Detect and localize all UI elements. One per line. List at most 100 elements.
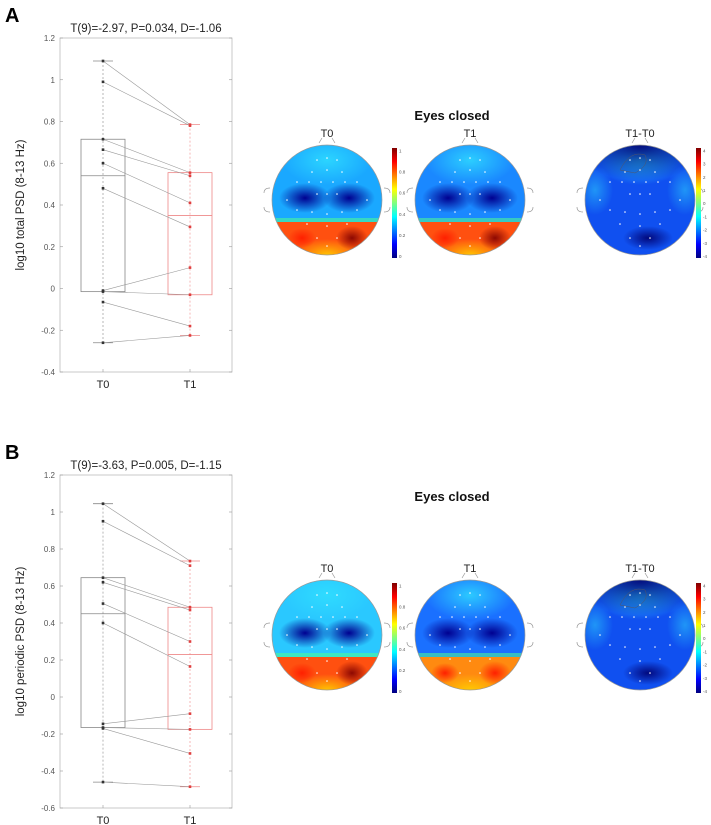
electrode: [336, 628, 338, 630]
electrode: [326, 604, 328, 606]
electrode: [296, 181, 298, 183]
electrode: [306, 223, 308, 225]
colorbar-gradient: [696, 583, 701, 693]
colorbar-tick-label: 0.8: [399, 605, 406, 610]
colorbar-tick-label: 0.6: [399, 626, 406, 631]
frontal-region: [282, 145, 372, 185]
point-T0: [101, 341, 105, 345]
colorbar-tick-label: 1: [399, 148, 402, 153]
occipital-peak: [288, 663, 316, 683]
topomap-T1-T0: T1-T0: [576, 128, 704, 256]
electrode: [463, 181, 465, 183]
y-tick-label: 0.2: [44, 656, 56, 665]
paired-line: [102, 81, 191, 126]
point-T0: [101, 581, 105, 584]
y-tick-label: -0.4: [41, 368, 55, 377]
point-T1: [188, 640, 192, 643]
electrode: [429, 199, 431, 201]
paired-line: [102, 503, 191, 562]
electrode: [296, 209, 298, 211]
paired-line: [102, 291, 191, 296]
panel-letter: A: [5, 5, 19, 27]
ear-icon: [576, 187, 704, 213]
point-T1: [188, 728, 192, 731]
electrode: [459, 159, 461, 161]
stats-title: T(9)=-3.63, P=0.005, D=-1.15: [70, 460, 221, 472]
electrode: [326, 660, 328, 662]
electrode: [356, 181, 358, 183]
topomap-title: T0: [321, 563, 334, 575]
electrode: [320, 181, 322, 183]
electrode: [679, 199, 681, 201]
y-tick-label: 0.8: [44, 545, 56, 554]
paired-line: [102, 577, 191, 608]
colorbar-tick-label: 0.6: [399, 191, 406, 196]
electrode: [599, 634, 601, 636]
electrode: [332, 616, 334, 618]
electrode: [609, 644, 611, 646]
electrode: [326, 628, 328, 630]
point-T0: [101, 300, 105, 304]
electrode: [469, 245, 471, 247]
electrode: [336, 159, 338, 161]
topomap-panel-A: Eyes closed T0 T1 T1-T0 0 0.2 0.4 0.6 0.8 1 -4 -3 -2…: [263, 108, 707, 259]
head-outline: [414, 579, 526, 691]
green-band: [415, 218, 525, 224]
electrode: [366, 634, 368, 636]
electrode: [639, 169, 641, 171]
electrode: [341, 646, 343, 648]
head-outline: [584, 144, 696, 256]
dark-region: [585, 145, 695, 180]
electrode: [469, 680, 471, 682]
point-T0: [101, 137, 105, 141]
electrode: [479, 594, 481, 596]
axes-box: [59, 474, 233, 809]
head-outline: [584, 579, 696, 691]
point-T0: [101, 602, 105, 605]
y-tick-label: -0.6: [41, 804, 55, 813]
electrode: [639, 680, 641, 682]
colorbar-tick-label: 0.2: [399, 233, 406, 238]
point-T0: [101, 80, 105, 84]
point-T1: [188, 334, 192, 337]
electrode: [669, 616, 671, 618]
y-tick-label: 0.4: [44, 201, 56, 210]
alpha-low-region: [466, 618, 518, 648]
electrode: [629, 672, 631, 674]
nose-icon: [461, 572, 479, 579]
occipital-peak: [479, 661, 511, 685]
electrode: [326, 213, 328, 215]
topomap-title: T1: [464, 128, 477, 140]
colorbar-tick-label: 0.2: [399, 668, 406, 673]
electrode: [449, 223, 451, 225]
scalp-map: [272, 145, 382, 255]
point-T0: [101, 576, 105, 579]
point-T0: [101, 780, 105, 784]
electrode: [454, 171, 456, 173]
electrode: [439, 644, 441, 646]
electrode: [479, 193, 481, 195]
y-tick-label: 1.2: [44, 471, 56, 480]
alpha-low-region: [279, 618, 331, 648]
point-T0: [101, 722, 105, 726]
electrode: [469, 604, 471, 606]
point-T1: [188, 712, 192, 715]
colorbar-tick-label: 1: [703, 188, 706, 193]
green-band: [272, 653, 382, 659]
electrode: [619, 658, 621, 660]
scalp-map: [272, 580, 382, 690]
electrode: [619, 223, 621, 225]
electrode: [639, 592, 641, 594]
point-T0: [101, 621, 105, 625]
electrode: [326, 169, 328, 171]
electrode: [487, 181, 489, 183]
electrode: [645, 616, 647, 618]
head-outline: [271, 144, 383, 256]
head-outline: [271, 579, 383, 691]
y-tick-label: 0: [51, 285, 56, 294]
electrode: [311, 211, 313, 213]
point-T1: [188, 564, 192, 567]
point-T1: [188, 225, 192, 229]
electrode: [509, 634, 511, 636]
electrode: [316, 159, 318, 161]
